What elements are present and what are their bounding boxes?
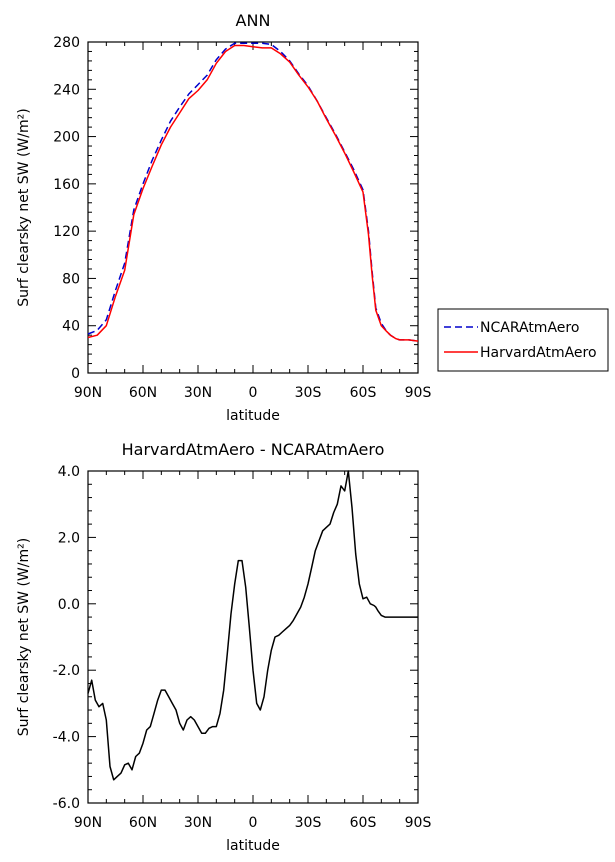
y-tick-label: 0.0 [58,597,80,613]
series-line-ncaratmaero [87,42,419,342]
chart-2: HarvardAtmAero - NCARAtmAero 90N 60N 30N 0 30… [16,440,431,854]
y-tick-label: 2.0 [58,530,80,546]
legend-label: HarvardAtmAero [480,345,597,361]
legend-box [437,308,609,372]
plot-frame [87,41,419,374]
y-tick-label: 120 [53,224,80,240]
y-tick-label: 160 [53,177,80,193]
x-tick-label: 0 [249,815,258,831]
y-tick-label: 4.0 [58,464,80,480]
x-tick-label: 30S [295,385,322,401]
x-tick-label: 60N [129,385,157,401]
series-line-harvardatmaero [87,44,419,342]
x-axis-label: latitude [226,838,280,854]
chart-title: ANN [236,11,271,30]
x-tick-label: 60N [129,815,157,831]
x-tick-label: 90N [74,815,102,831]
x-tick-label: 30N [184,815,212,831]
x-tick-label: 90S [405,815,432,831]
y-tick-label: 200 [53,130,80,146]
y-tick-label: -4.0 [53,730,80,746]
y-tick-label: 280 [53,35,80,51]
chart-title: HarvardAtmAero - NCARAtmAero [122,440,385,459]
y-tick-label: 240 [53,82,80,98]
plot-frame [87,470,419,804]
x-tick-label: 30N [184,385,212,401]
y-tick-label: -6.0 [53,796,80,812]
x-tick-label: 90S [405,385,432,401]
x-tick-label: 0 [249,385,258,401]
chart-1: ANN 90N 60N 30N 0 30S 60S 90S 0 40 80 120 160 200 240 2… [16,11,609,424]
y-tick-label: 40 [62,319,80,335]
x-tick-label: 30S [295,815,322,831]
x-tick-label: 60S [350,385,377,401]
x-tick-label: 60S [350,815,377,831]
y-axis-label: Surf clearsky net SW (W/m²) [16,108,32,306]
series-line-difference [87,470,418,781]
x-tick-label: 90N [74,385,102,401]
legend-label: NCARAtmAero [480,320,579,336]
y-tick-label: -2.0 [53,663,80,679]
y-tick-label: 0 [71,366,80,382]
y-tick-label: 80 [62,271,80,287]
legend: NCARAtmAero HarvardAtmAero [437,308,609,372]
x-axis-label: latitude [226,408,280,424]
y-axis-label: Surf clearsky net SW (W/m²) [16,538,32,736]
